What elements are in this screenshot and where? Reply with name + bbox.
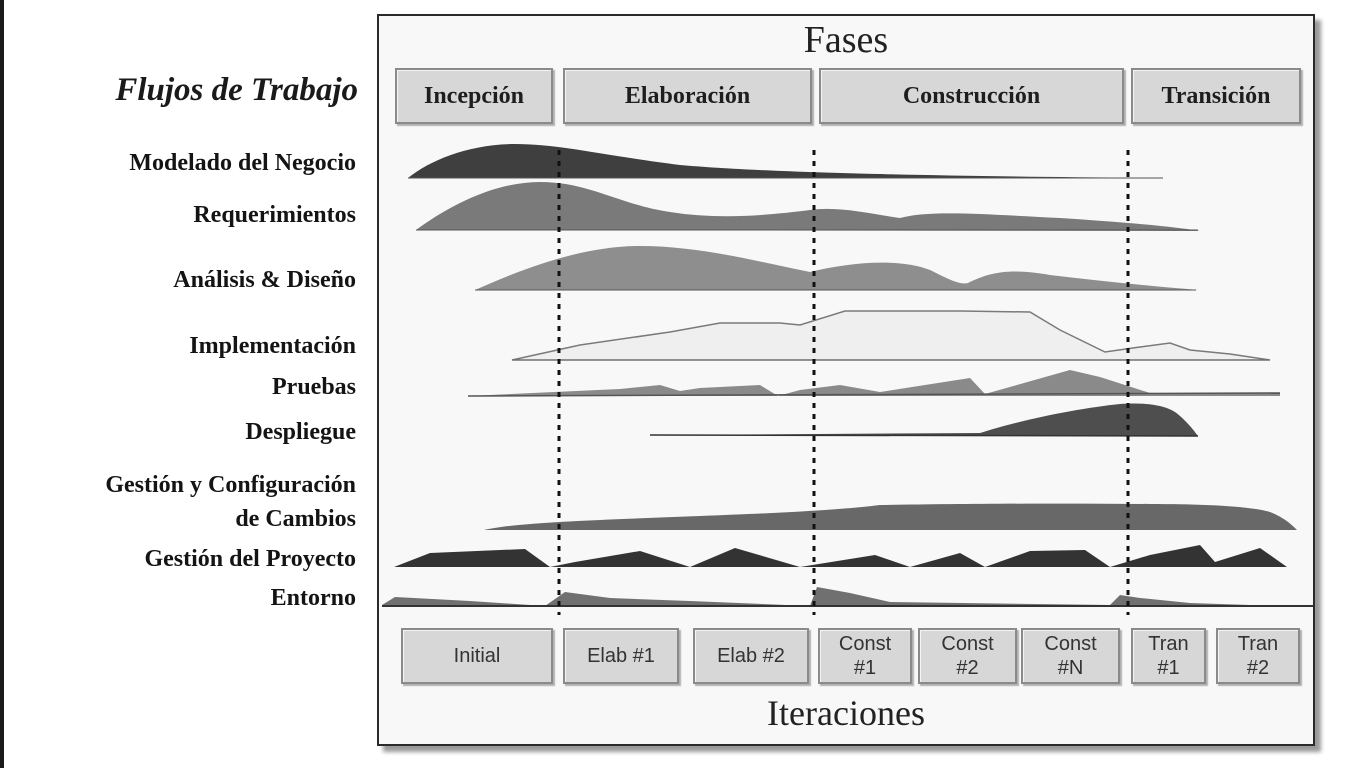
workflow-label-config-change-mgmt: Gestión y Configuración xyxy=(105,472,356,498)
iteration-const-2-line1: Const xyxy=(941,633,994,655)
phases-title: Fases xyxy=(803,19,889,61)
iteration-elab-1-label: Elab #1 xyxy=(587,645,655,667)
phase-construction: Construcción xyxy=(819,68,1124,124)
workflows-title: Flujos de Trabajo xyxy=(115,72,358,108)
iterations-title: Iteraciones xyxy=(767,693,925,733)
iteration-elab-1: Elab #1 xyxy=(563,628,679,684)
iteration-const-n-line1: Const xyxy=(1044,633,1097,655)
iteration-const-1-line1: Const xyxy=(838,633,892,655)
iteration-tran-2: Tran #2 xyxy=(1216,628,1300,684)
phase-transition: Transición xyxy=(1131,68,1301,124)
iteration-const-1-line2: #1 xyxy=(853,657,877,679)
iteration-const-n: Const #N xyxy=(1021,628,1120,684)
workflow-label-deployment: Despliegue xyxy=(245,419,356,445)
phase-inception: Incepción xyxy=(395,68,553,124)
iteration-elab-2: Elab #2 xyxy=(693,628,809,684)
iteration-tran-2-line1: Tran xyxy=(1237,633,1279,655)
iteration-const-1: Const #1 xyxy=(818,628,912,684)
curve-environment xyxy=(382,587,1250,606)
iteration-const-2: Const #2 xyxy=(918,628,1017,684)
phase-elaboration: Elaboración xyxy=(563,68,812,124)
curve-implementation xyxy=(511,310,1271,361)
iteration-initial-label: Initial xyxy=(453,645,501,667)
curve-project-management xyxy=(394,545,1287,567)
curve-business-modeling xyxy=(408,144,1160,178)
iteration-const-n-line2: #N xyxy=(1057,657,1084,679)
workflow-label-config-change-mgmt-line2: de Cambios xyxy=(235,506,356,532)
iteration-tran-1: Tran #1 xyxy=(1131,628,1206,684)
iteration-const-2-line2: #2 xyxy=(956,657,979,679)
workflow-label-requirements: Requerimientos xyxy=(193,202,356,228)
workflow-label-project-management: Gestión del Proyecto xyxy=(144,546,356,572)
iteration-elab-2-label: Elab #2 xyxy=(717,645,785,667)
iteration-tran-2-line2: #2 xyxy=(1246,657,1270,679)
diagram-frame xyxy=(377,14,1315,746)
curve-testing xyxy=(468,370,1280,396)
iteration-tran-1-line2: #1 xyxy=(1157,657,1180,679)
workflow-label-environment: Entorno xyxy=(270,585,356,611)
curve-deployment xyxy=(650,403,1198,436)
workflow-label-business-modeling: Modelado del Negocio xyxy=(129,150,356,176)
curve-analysis-design xyxy=(475,246,1198,290)
left-border xyxy=(0,0,4,768)
workflow-label-implementation: Implementación xyxy=(189,333,356,359)
iteration-tran-1-line1: Tran xyxy=(1148,633,1189,655)
workflow-label-testing: Pruebas xyxy=(272,374,356,400)
curve-requirements xyxy=(416,182,1200,231)
workflow-label-analysis-design: Análisis & Diseño xyxy=(173,267,356,293)
iteration-initial: Initial xyxy=(401,628,553,684)
curve-config-change-mgmt xyxy=(484,503,1297,530)
